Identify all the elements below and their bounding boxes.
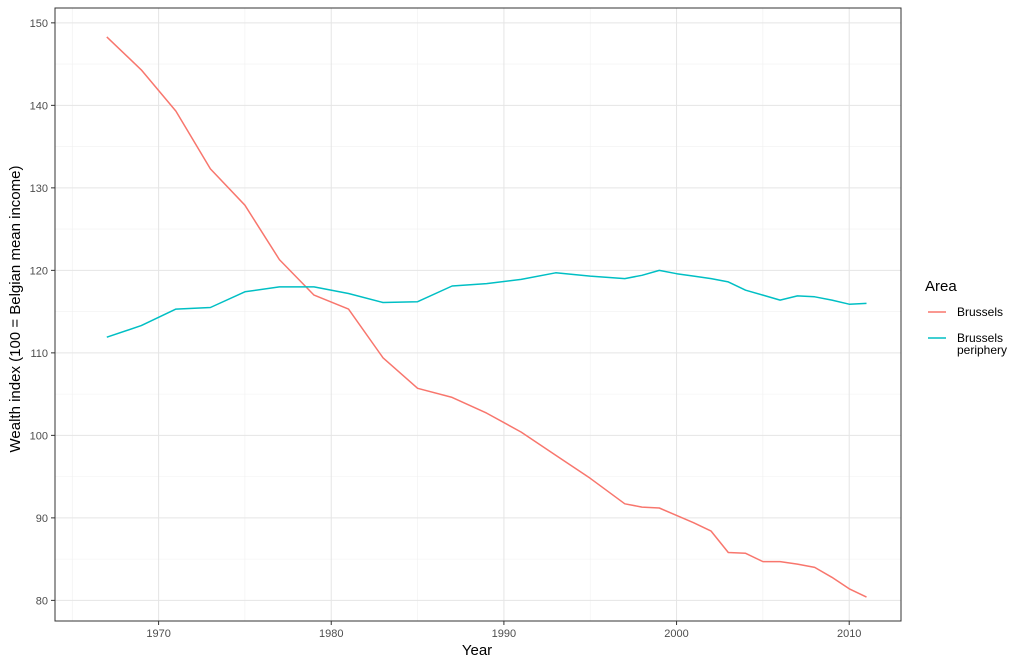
y-axis-title: Wealth index (100 = Belgian mean income): [7, 166, 24, 453]
panel-border: [54, 7, 902, 622]
x-axis-title: Year: [462, 642, 492, 659]
legend-label-brussels: Brussels: [957, 305, 1003, 319]
y-tick-label: 120: [30, 265, 48, 277]
y-tick-label: 110: [30, 348, 48, 360]
x-tick-label: 1980: [319, 628, 343, 640]
x-tick-label: 1990: [492, 628, 516, 640]
y-axis: 80 90 100 110 120 130 140 150: [30, 18, 55, 607]
x-tick-label: 2010: [837, 628, 861, 640]
x-tick-label: 2000: [664, 628, 688, 640]
y-tick-label: 90: [36, 513, 48, 525]
y-tick-label: 80: [36, 595, 48, 607]
y-tick-label: 150: [30, 18, 48, 30]
y-tick-label: 140: [30, 100, 48, 112]
series-line-brussels-periphery: [106, 269, 867, 338]
series-layer: [106, 36, 867, 598]
x-axis: 1970 1980 1990 2000 2010: [146, 621, 861, 640]
y-tick-label: 100: [30, 430, 48, 442]
legend-label-brussels-periphery: Brussels: [957, 331, 1003, 345]
legend-label-brussels-periphery: periphery: [957, 343, 1007, 357]
grid-minor: [55, 8, 901, 621]
x-tick-label: 1970: [146, 628, 170, 640]
legend-title: Area: [925, 278, 957, 295]
y-tick-label: 130: [30, 183, 48, 195]
series-line-brussels: [106, 36, 867, 598]
grid-major: [55, 8, 901, 621]
